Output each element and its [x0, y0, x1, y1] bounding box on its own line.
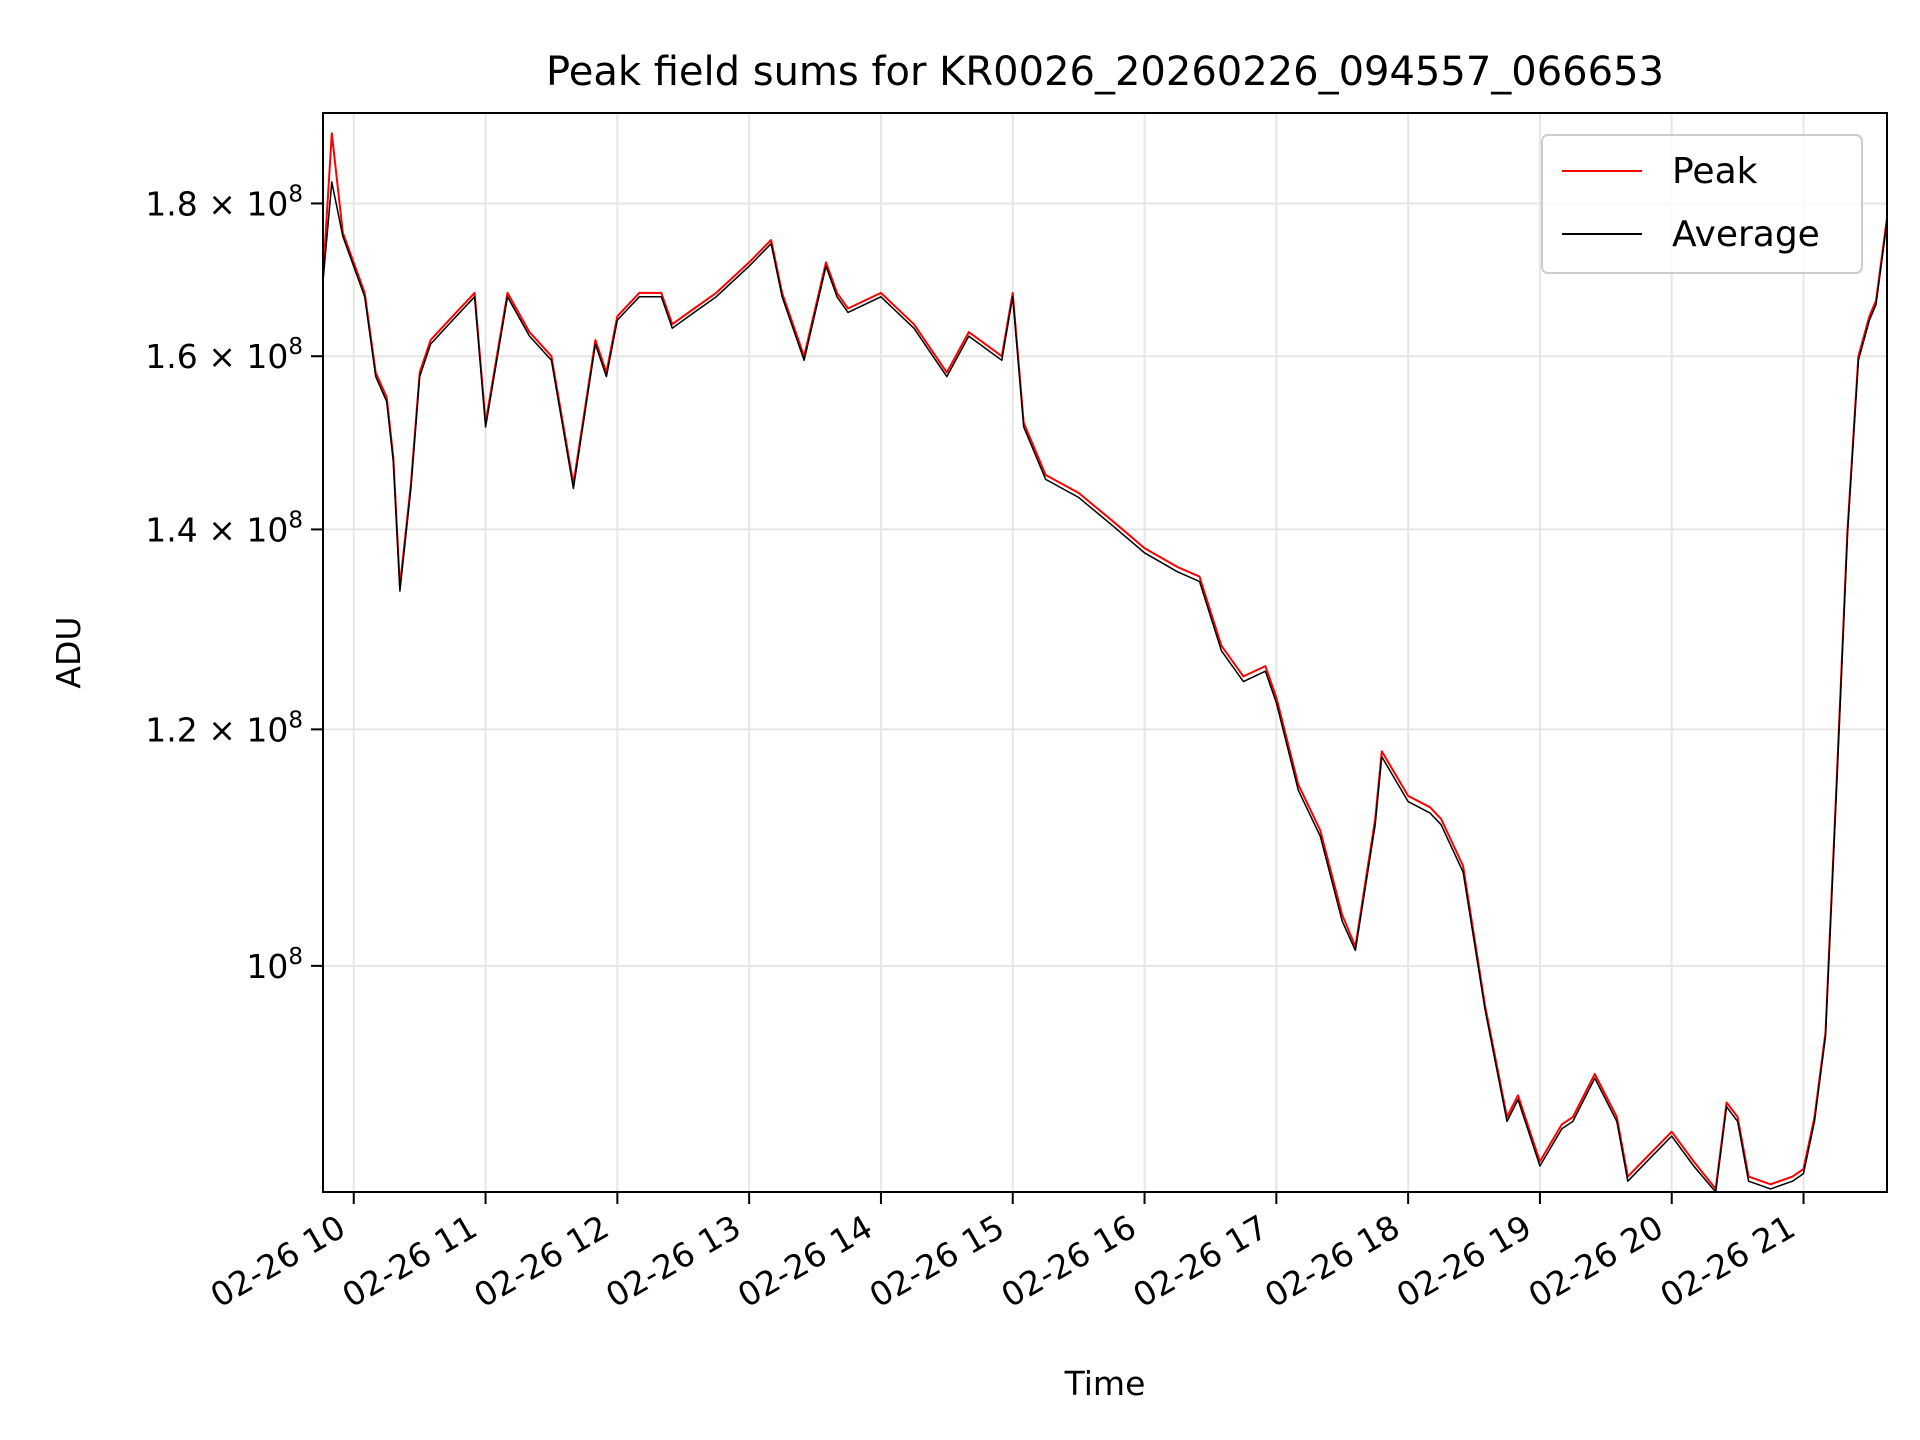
chart-title: Peak field sums for KR0026_20260226_0945…: [546, 49, 1664, 95]
legend-label-average: Average: [1672, 214, 1820, 255]
legend: Peak Average: [1541, 134, 1863, 274]
y-tick-label: 1.4 × 108: [145, 507, 303, 549]
y-axis-label: ADU: [49, 616, 88, 688]
series-line-average: [322, 181, 1888, 1193]
series-layer: [322, 132, 1888, 1193]
x-axis-label: Time: [1064, 1364, 1146, 1403]
legend-label-peak: Peak: [1672, 151, 1758, 192]
grid-layer: [323, 113, 1887, 1192]
legend-box: [1541, 134, 1863, 274]
y-tick-label: 108: [246, 944, 303, 986]
series-line-peak: [322, 132, 1888, 1190]
y-tick-label: 1.2 × 108: [145, 707, 303, 749]
plot-frame: [322, 112, 1888, 1193]
y-tick-label: 1.8 × 108: [145, 181, 303, 223]
y-tick-label: 1.6 × 108: [145, 334, 303, 376]
